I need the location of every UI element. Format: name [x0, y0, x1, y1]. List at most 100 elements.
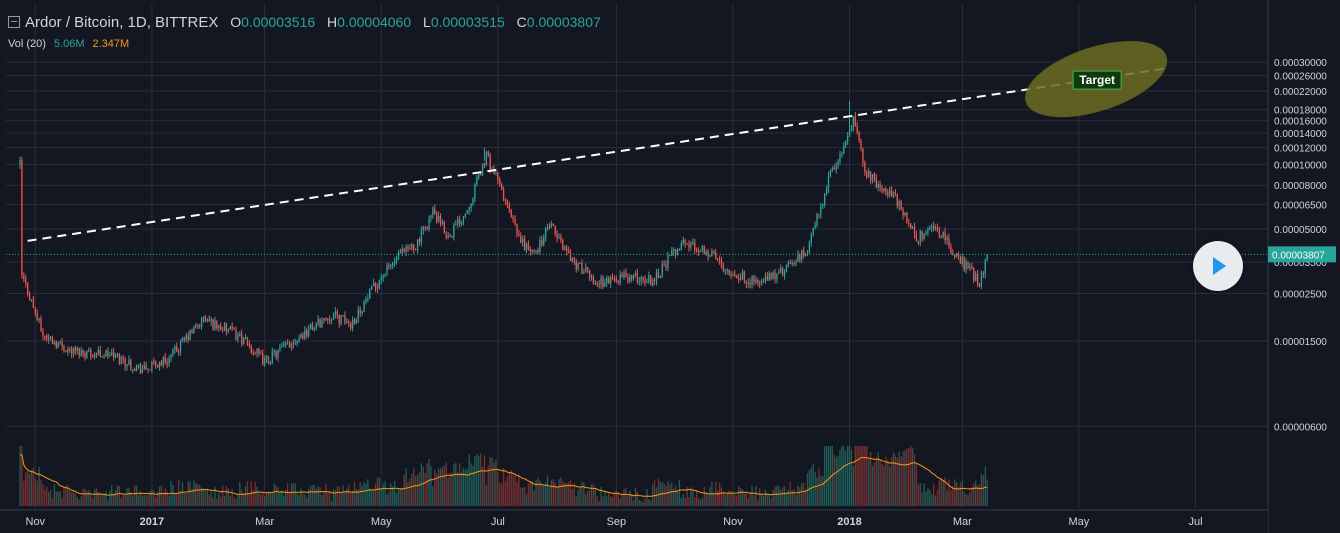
volume-bar [111, 485, 113, 506]
volume-bar [745, 493, 747, 506]
volume-bar [233, 496, 235, 506]
candle-body [369, 289, 371, 299]
candle-body [692, 242, 694, 245]
candle-body [678, 249, 681, 251]
candle-body [386, 265, 388, 274]
candle-body [158, 361, 161, 368]
candle [816, 212, 818, 228]
candle-body [183, 338, 186, 340]
volume-bar [34, 478, 36, 506]
candle-body [565, 247, 568, 251]
candle-body [820, 206, 822, 215]
candle [927, 226, 929, 236]
candle [481, 163, 484, 177]
candle [550, 220, 553, 228]
collapse-icon[interactable] [8, 16, 20, 28]
candle [162, 355, 165, 369]
volume-bar [934, 495, 937, 506]
y-tick-label: 0.00006500 [1274, 201, 1327, 212]
candle-body [118, 354, 121, 364]
candle [785, 264, 788, 273]
candle-body [485, 151, 488, 165]
candle [250, 344, 252, 355]
volume-bar [265, 492, 268, 506]
candle [590, 274, 593, 281]
candle [621, 272, 623, 278]
candle [760, 278, 763, 286]
candle [512, 215, 514, 223]
play-button[interactable] [1193, 241, 1243, 291]
candle-body [980, 273, 983, 287]
candle [363, 299, 365, 313]
candle [902, 207, 904, 220]
candle-body [516, 223, 518, 234]
volume-bar [860, 446, 862, 506]
candle [703, 245, 705, 255]
volume-bar [426, 463, 428, 506]
volume-bar [623, 489, 625, 506]
volume-bar [573, 483, 575, 506]
volume-bar [984, 466, 986, 506]
volume-bar [806, 473, 809, 506]
candle-body [439, 215, 442, 224]
candle [734, 270, 736, 278]
candle [906, 211, 908, 224]
candle-body [479, 174, 482, 176]
volume-bar [774, 486, 776, 506]
candle-body [543, 237, 545, 246]
volume-bar [525, 494, 528, 506]
candle-body [502, 189, 505, 200]
candle-body [986, 254, 988, 261]
candle-body [380, 277, 382, 281]
candle-body [428, 218, 430, 230]
candle [718, 255, 721, 265]
candle [678, 248, 681, 251]
volume-bar [439, 468, 442, 506]
candle-body [34, 307, 36, 313]
candle-body [273, 351, 275, 353]
volume-bar [458, 463, 461, 506]
volume-bar [267, 491, 270, 506]
high-value: 0.00004060 [337, 14, 412, 30]
candle [648, 271, 650, 284]
volume-bar [728, 490, 730, 506]
candle-body [906, 212, 908, 223]
candle-body [327, 319, 329, 321]
volume-bar [319, 486, 321, 506]
candle-body [879, 183, 881, 188]
candle-body [197, 325, 199, 327]
candle-body [799, 254, 801, 260]
candle-body [525, 243, 528, 250]
y-tick-label: 0.00002500 [1274, 289, 1327, 300]
candle [422, 225, 424, 235]
y-tick-label: 0.00018000 [1274, 106, 1327, 117]
volume-bar [214, 486, 216, 506]
volume-bar [46, 487, 48, 506]
candle [30, 299, 33, 302]
candle [235, 326, 237, 341]
candle [846, 132, 849, 145]
candle [709, 254, 711, 258]
candle [759, 280, 761, 289]
volume-bar [766, 494, 769, 506]
candle [476, 174, 478, 187]
volume-bar [569, 480, 572, 506]
candle-body [212, 319, 214, 330]
volume-bar [107, 499, 109, 506]
candle-body [151, 361, 153, 370]
candle-body [856, 125, 858, 133]
candle [124, 356, 126, 371]
candle [82, 349, 84, 358]
candle [804, 252, 807, 257]
candle [716, 257, 719, 262]
volume-bar [510, 470, 512, 506]
candle-body [808, 242, 811, 253]
candle-body [816, 214, 818, 226]
candle [684, 238, 686, 248]
candle-body [46, 336, 48, 340]
candle-body [632, 274, 635, 279]
candle-body [829, 170, 832, 176]
candle-body [867, 171, 870, 178]
volume-bar [365, 483, 367, 506]
